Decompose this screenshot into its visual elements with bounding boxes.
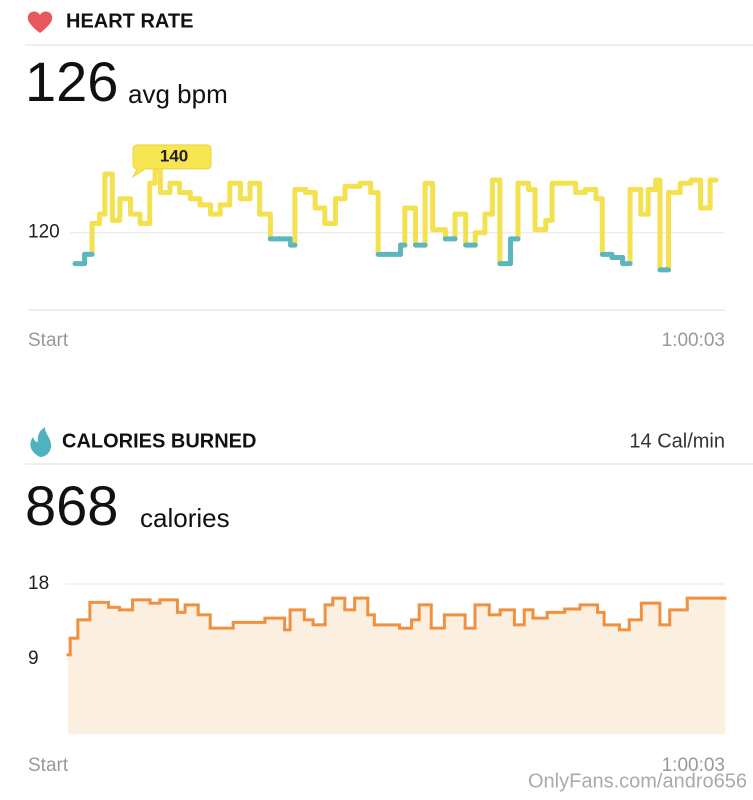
area-step	[669, 609, 688, 734]
y-tick-label: 18	[28, 573, 49, 594]
area-step	[313, 624, 326, 734]
area-step	[132, 599, 151, 734]
area-step	[532, 618, 548, 734]
area-step	[564, 609, 581, 734]
x-tick-label: 1:00:03	[662, 755, 725, 776]
area-step	[597, 612, 605, 734]
area-step	[399, 628, 413, 734]
area-step	[419, 604, 432, 734]
area-step	[641, 603, 661, 734]
area-step	[411, 619, 420, 734]
area-step	[185, 604, 199, 734]
area-step	[444, 614, 466, 734]
area-step	[77, 619, 91, 734]
area-step	[233, 622, 266, 734]
area-step	[524, 609, 534, 734]
area-step	[475, 604, 490, 734]
area-step	[500, 609, 515, 734]
heart-icon	[27, 11, 53, 33]
area-step	[580, 604, 599, 734]
area-step	[547, 612, 566, 734]
summary-unit: calories	[140, 503, 230, 533]
annotation-label: 140	[160, 146, 188, 165]
section-title: HEART RATE	[66, 10, 193, 32]
area-step	[108, 607, 120, 734]
x-tick-label: Start	[28, 330, 69, 351]
y-tick-label: 9	[28, 648, 39, 669]
area-step	[431, 628, 445, 734]
area-step	[514, 624, 525, 734]
area-step	[159, 599, 178, 734]
rate: 14 Cal/min	[629, 430, 725, 452]
area-step	[465, 628, 476, 734]
area-step	[604, 624, 620, 734]
area-step	[619, 629, 630, 734]
x-tick-label: Start	[28, 755, 69, 776]
area-step	[198, 614, 211, 734]
x-tick-label: 1:00:03	[662, 330, 725, 351]
section-title: CALORIES BURNED	[62, 430, 256, 452]
area-step	[332, 598, 346, 734]
flame-icon	[30, 427, 52, 457]
area-step	[325, 604, 334, 734]
area-step	[687, 598, 722, 734]
summary-value: 868	[25, 474, 118, 537]
summary-unit: avg bpm	[128, 79, 228, 109]
area-step	[374, 624, 401, 734]
area-step	[290, 609, 305, 734]
area-step	[629, 619, 642, 734]
area-step	[264, 618, 286, 734]
area-step	[119, 609, 134, 734]
summary-value: 126	[25, 50, 118, 113]
area-step	[367, 614, 375, 734]
area-step	[489, 614, 501, 734]
area-step	[344, 609, 356, 734]
area-step	[89, 602, 109, 734]
area-step	[210, 628, 234, 734]
area-step	[68, 654, 71, 734]
watermark: OnlyFans.com/andro656	[528, 770, 747, 792]
area-step	[304, 619, 314, 734]
area-step	[150, 603, 161, 734]
area-step	[721, 598, 726, 734]
annotation-bubble	[131, 144, 212, 179]
area-step	[177, 612, 186, 734]
y-tick-label: 120	[28, 222, 60, 243]
area-step	[354, 598, 369, 734]
area-step	[70, 638, 79, 734]
area-step	[284, 629, 291, 734]
area-step	[659, 624, 671, 734]
